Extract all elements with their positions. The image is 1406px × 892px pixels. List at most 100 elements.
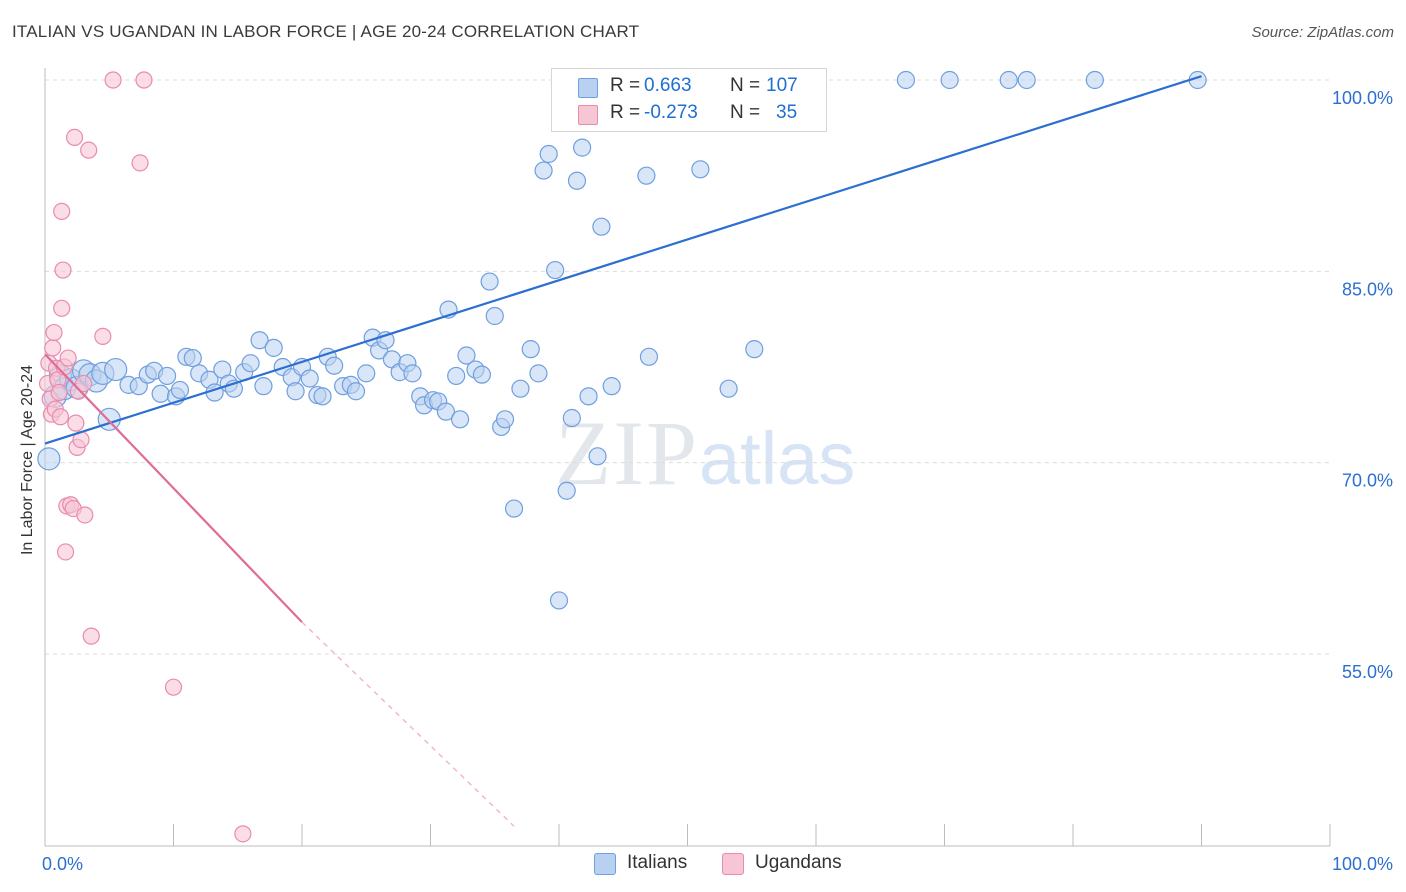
ugandan-point	[44, 339, 62, 357]
italian-point	[745, 340, 764, 359]
chart-source: Source: ZipAtlas.com	[1251, 24, 1394, 41]
ugandan-point	[135, 71, 153, 89]
y-tick-label: 70.0%	[1342, 471, 1393, 491]
italian-point	[896, 70, 916, 90]
italian-point	[264, 338, 283, 357]
italian-point	[539, 144, 558, 164]
italian-point	[495, 410, 515, 429]
legend-n-value-italians: 107	[766, 75, 798, 96]
italian-point	[157, 366, 177, 386]
italian-point	[637, 166, 656, 185]
italian-point	[691, 160, 710, 179]
italian-point	[254, 377, 273, 396]
legend-r-value-italians: 0.663	[644, 75, 692, 96]
italian-point	[241, 354, 260, 373]
ugandans-trend-line	[44, 353, 303, 623]
x-tick-label: 0.0%	[42, 854, 83, 874]
ugandan-point	[54, 261, 72, 279]
legend-n-label: N =	[730, 75, 761, 96]
legend-swatch-ugandans	[722, 853, 744, 875]
italian-point	[104, 357, 128, 382]
italian-point	[567, 171, 587, 190]
ugandan-point	[45, 323, 63, 342]
series-ugandans	[38, 71, 252, 843]
italian-point	[534, 161, 553, 180]
y-tick-label: 85.0%	[1342, 279, 1393, 299]
ugandan-point	[94, 327, 112, 345]
ugandan-point	[76, 506, 94, 524]
ugandan-point	[80, 141, 98, 159]
ugandan-point	[164, 678, 183, 696]
italian-point	[529, 364, 548, 383]
legend-n-value-ugandans: 35	[776, 102, 798, 123]
italian-point	[719, 379, 738, 398]
italian-point	[999, 70, 1018, 90]
chart-title: ITALIAN VS UGANDAN IN LABOR FORCE | AGE …	[12, 22, 640, 41]
legend-label-italians: Italians	[627, 852, 688, 873]
italian-point	[313, 387, 332, 406]
italian-point	[346, 382, 366, 401]
legend-swatch-italians	[578, 78, 598, 98]
legend-r-label: R =	[610, 102, 641, 123]
italian-point	[450, 410, 470, 429]
italian-point	[592, 217, 611, 236]
italian-point	[1017, 70, 1036, 90]
italian-point	[472, 365, 491, 384]
italian-point	[588, 447, 607, 466]
ugandan-point	[56, 543, 75, 561]
italian-point	[1085, 70, 1104, 90]
stats-legend: R = 0.663 N = 107 R = -0.273 N = 35	[551, 68, 827, 132]
ugandan-point	[53, 202, 71, 220]
italian-point	[504, 499, 524, 518]
italian-point	[639, 347, 659, 366]
italian-point	[940, 70, 959, 90]
ugandan-point	[51, 408, 70, 426]
italian-point	[579, 387, 598, 406]
ugandan-point	[74, 374, 93, 393]
ugandan-point	[234, 825, 252, 843]
italian-point	[511, 379, 530, 398]
legend-swatch-ugandans	[578, 105, 598, 125]
italian-point	[457, 346, 476, 365]
ugandan-point	[50, 383, 68, 402]
italian-point	[485, 306, 504, 326]
ugandan-point	[131, 154, 149, 172]
legend-n-label: N =	[730, 102, 761, 123]
legend-label-ugandans: Ugandans	[755, 852, 842, 873]
italian-point	[480, 272, 499, 291]
italian-point	[549, 591, 569, 610]
italian-point	[557, 481, 576, 500]
italian-point	[602, 377, 621, 396]
italian-point	[562, 408, 581, 428]
watermark: ZIPatlas	[555, 400, 855, 506]
y-tick-label: 100.0%	[1332, 88, 1393, 108]
italian-point	[436, 402, 456, 421]
legend-r-value-ugandans: -0.273	[644, 102, 698, 123]
italian-point	[286, 382, 305, 401]
italian-point	[300, 369, 319, 388]
ugandan-point	[53, 299, 71, 317]
ugandan-point	[59, 349, 77, 367]
italian-point	[37, 447, 61, 471]
italian-point	[250, 331, 269, 350]
italian-point	[573, 138, 592, 157]
legend-swatch-italians	[594, 853, 616, 875]
italian-point	[325, 356, 344, 375]
watermark-atlas: atlas	[699, 417, 856, 500]
italian-point	[447, 366, 466, 386]
ugandan-point	[67, 414, 85, 432]
legend-r-label: R =	[610, 75, 641, 96]
x-tick-label: 100.0%	[1332, 854, 1393, 874]
italian-point	[403, 364, 422, 383]
italians-trend-line	[44, 75, 1202, 445]
italian-point	[151, 384, 170, 403]
italian-point	[170, 380, 190, 400]
ugandans-trend-extension	[301, 621, 515, 827]
italian-point	[546, 260, 565, 280]
italian-point	[357, 364, 376, 383]
y-tick-label: 55.0%	[1342, 662, 1393, 682]
italian-point	[521, 340, 540, 359]
ugandan-point	[104, 71, 122, 89]
italian-point	[183, 348, 202, 368]
